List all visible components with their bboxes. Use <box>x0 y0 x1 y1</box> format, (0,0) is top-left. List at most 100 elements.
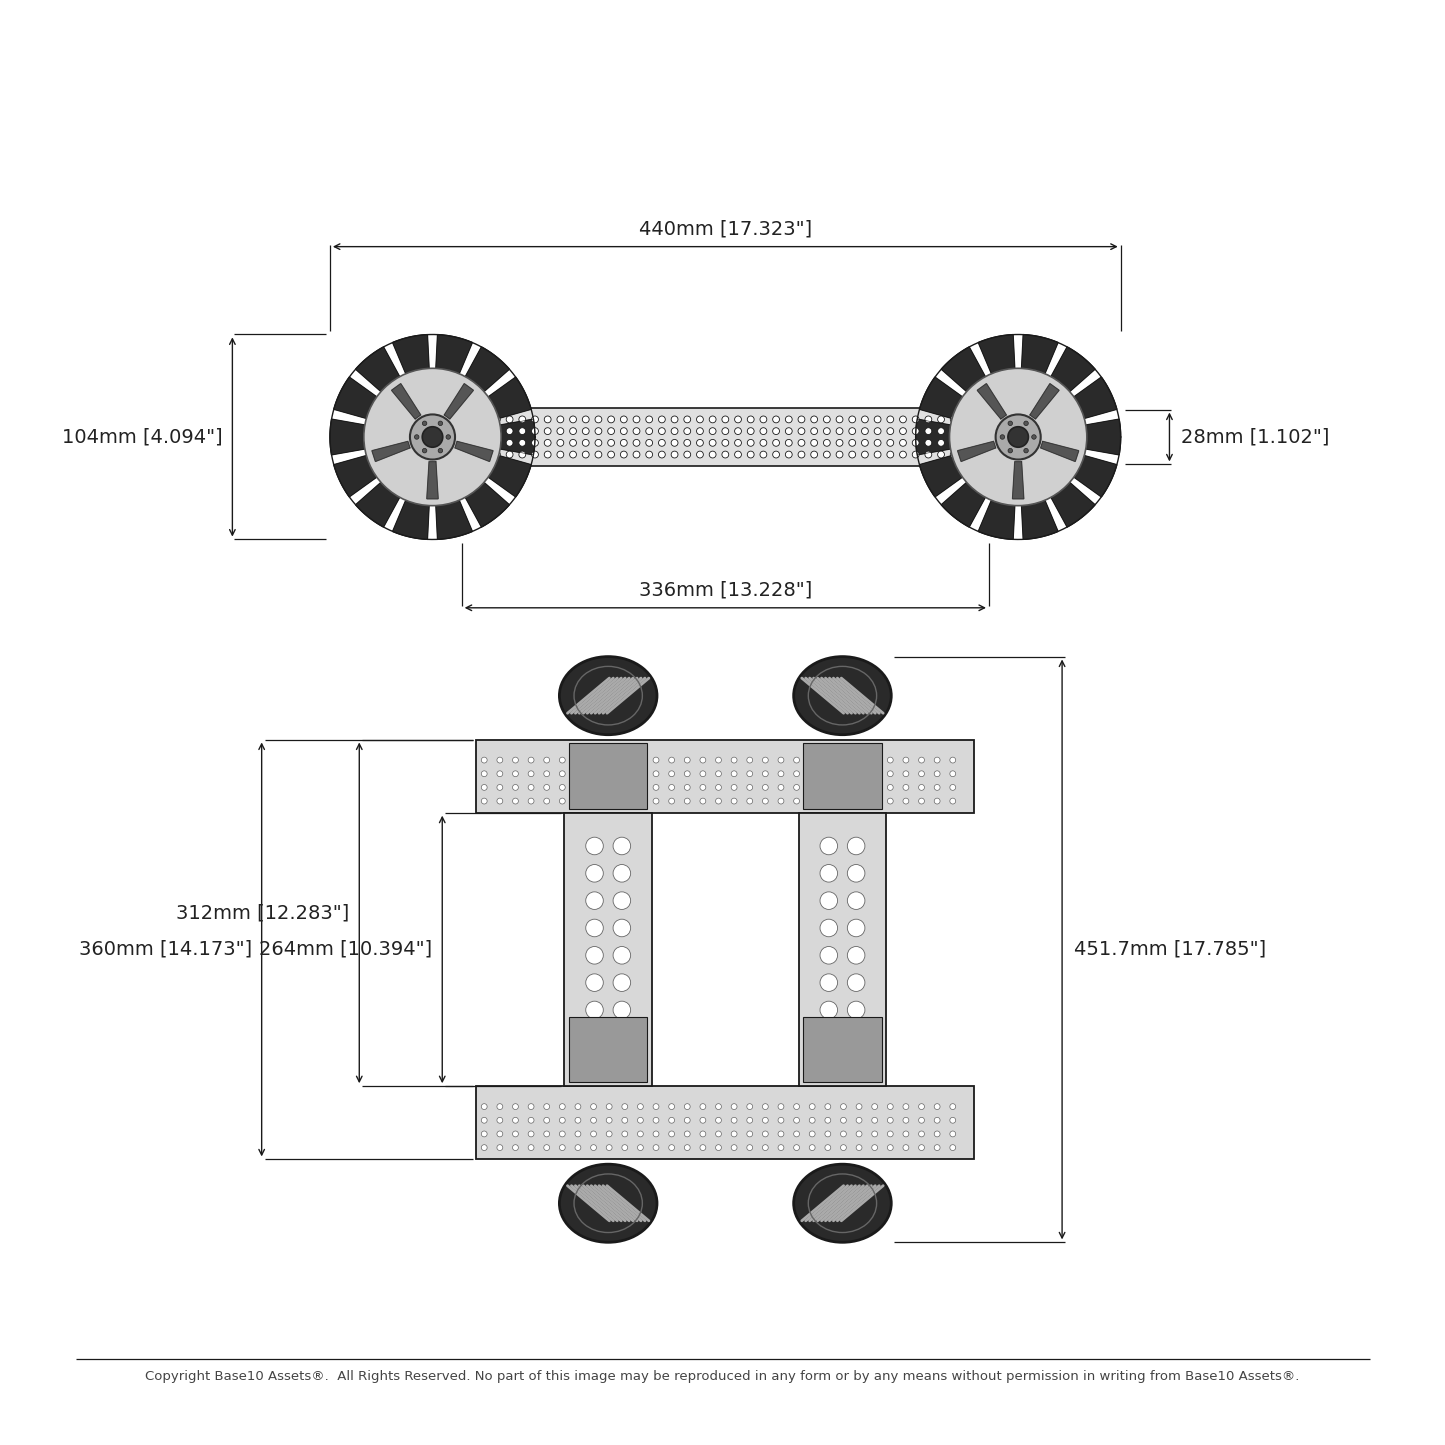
Circle shape <box>519 416 526 423</box>
Circle shape <box>569 451 577 458</box>
Circle shape <box>975 439 983 447</box>
Circle shape <box>481 757 487 763</box>
Circle shape <box>696 428 704 435</box>
Circle shape <box>949 785 955 790</box>
Circle shape <box>559 757 565 763</box>
Circle shape <box>556 439 564 447</box>
Circle shape <box>731 798 737 803</box>
Text: 440mm [17.323"]: 440mm [17.323"] <box>639 220 812 238</box>
Circle shape <box>949 757 955 763</box>
Circle shape <box>481 798 487 803</box>
Circle shape <box>497 770 503 776</box>
Circle shape <box>608 451 614 458</box>
Circle shape <box>699 1131 705 1137</box>
Circle shape <box>847 946 866 964</box>
Circle shape <box>763 757 769 763</box>
Circle shape <box>722 439 728 447</box>
Circle shape <box>919 785 925 790</box>
Circle shape <box>529 785 535 790</box>
Circle shape <box>912 416 919 423</box>
Circle shape <box>837 416 842 423</box>
Circle shape <box>545 416 551 423</box>
Circle shape <box>722 451 728 458</box>
Circle shape <box>841 1131 847 1137</box>
Circle shape <box>874 416 881 423</box>
Circle shape <box>620 439 627 447</box>
Circle shape <box>569 416 577 423</box>
Circle shape <box>591 1131 597 1137</box>
Circle shape <box>798 428 805 435</box>
Circle shape <box>773 416 779 423</box>
Circle shape <box>848 439 855 447</box>
Circle shape <box>715 1131 721 1137</box>
Circle shape <box>824 428 831 435</box>
Circle shape <box>809 1144 815 1150</box>
Circle shape <box>637 1117 643 1123</box>
Circle shape <box>637 757 643 763</box>
Circle shape <box>481 1131 487 1137</box>
Circle shape <box>848 428 855 435</box>
Circle shape <box>874 428 881 435</box>
Circle shape <box>506 439 513 447</box>
Circle shape <box>585 864 604 881</box>
Circle shape <box>731 1131 737 1137</box>
Circle shape <box>777 798 783 803</box>
Circle shape <box>855 785 863 790</box>
Circle shape <box>585 946 604 964</box>
Circle shape <box>871 770 877 776</box>
Circle shape <box>777 1144 783 1150</box>
Polygon shape <box>941 483 985 527</box>
Circle shape <box>529 1117 535 1123</box>
Circle shape <box>481 439 487 447</box>
Circle shape <box>819 946 838 964</box>
Circle shape <box>591 757 597 763</box>
Circle shape <box>595 439 603 447</box>
Polygon shape <box>334 377 377 419</box>
Circle shape <box>543 757 549 763</box>
Circle shape <box>556 451 564 458</box>
Circle shape <box>935 770 941 776</box>
Circle shape <box>734 451 741 458</box>
Circle shape <box>715 1144 721 1150</box>
Circle shape <box>595 451 603 458</box>
Circle shape <box>996 415 1040 460</box>
Polygon shape <box>393 335 429 374</box>
Circle shape <box>811 428 818 435</box>
Circle shape <box>855 798 863 803</box>
Circle shape <box>575 798 581 803</box>
Circle shape <box>481 416 487 423</box>
Circle shape <box>811 451 818 458</box>
Circle shape <box>1032 435 1036 439</box>
Circle shape <box>559 1144 565 1150</box>
Circle shape <box>513 1131 519 1137</box>
Circle shape <box>887 1131 893 1137</box>
Circle shape <box>621 770 627 776</box>
Circle shape <box>613 864 630 881</box>
Circle shape <box>798 451 805 458</box>
Circle shape <box>569 428 577 435</box>
Circle shape <box>653 1104 659 1110</box>
Circle shape <box>874 451 881 458</box>
Circle shape <box>621 798 627 803</box>
Circle shape <box>529 798 535 803</box>
Polygon shape <box>1085 419 1121 455</box>
Circle shape <box>438 448 442 452</box>
Circle shape <box>841 798 847 803</box>
Circle shape <box>545 451 551 458</box>
Circle shape <box>715 757 721 763</box>
Circle shape <box>975 416 983 423</box>
Circle shape <box>798 439 805 447</box>
Circle shape <box>633 439 640 447</box>
Polygon shape <box>1051 347 1095 392</box>
Circle shape <box>633 416 640 423</box>
Polygon shape <box>355 347 400 392</box>
Circle shape <box>709 416 717 423</box>
Circle shape <box>543 798 549 803</box>
Circle shape <box>637 798 643 803</box>
Circle shape <box>529 1104 535 1110</box>
Circle shape <box>532 428 539 435</box>
Circle shape <box>481 451 487 458</box>
Circle shape <box>825 1104 831 1110</box>
Circle shape <box>422 448 426 452</box>
Circle shape <box>887 1117 893 1123</box>
